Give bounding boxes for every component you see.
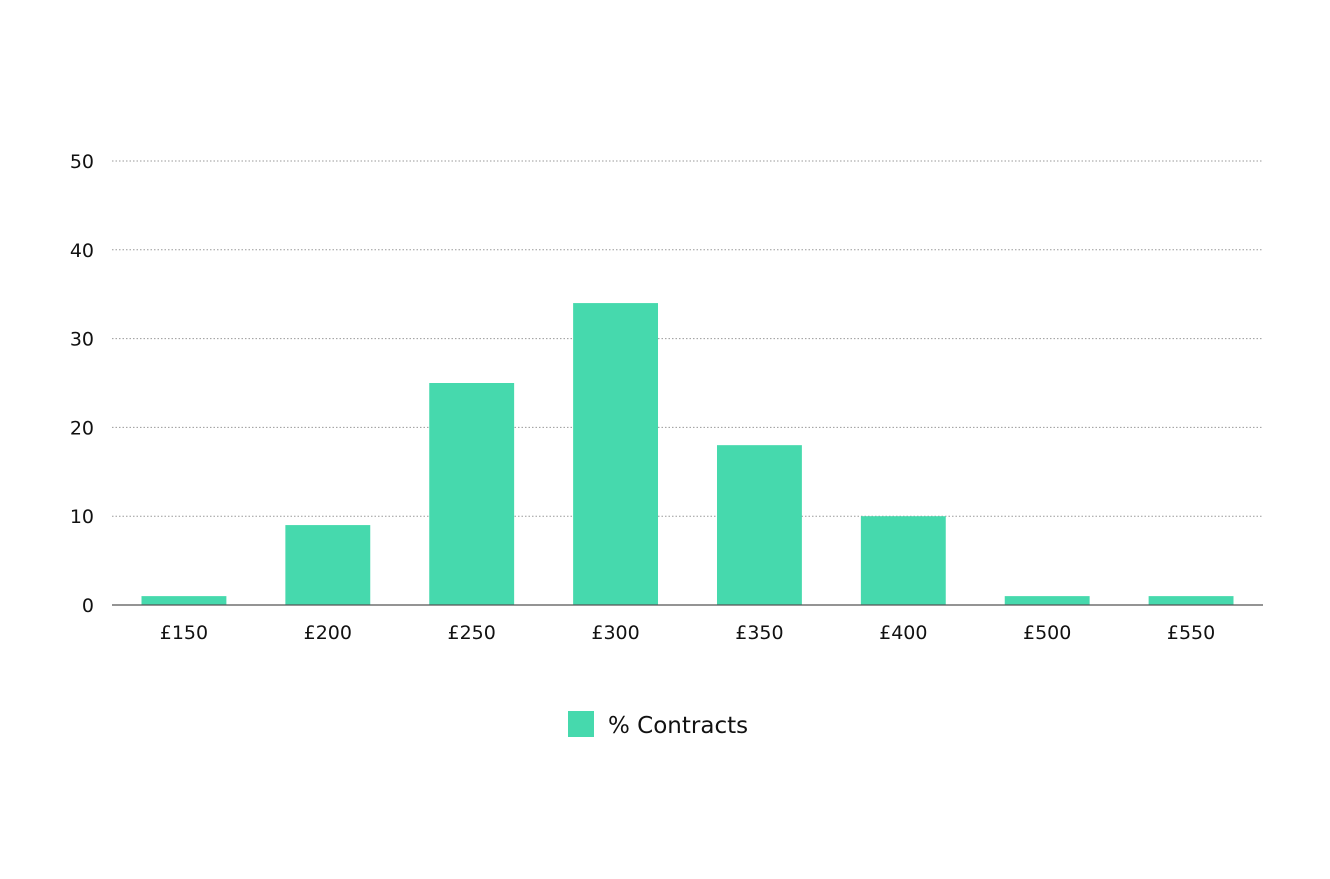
x-axis-ticks: £150 £200 £250 £300 £350 £400 £500 £550 [160, 622, 1215, 644]
x-tick-label: £350 [735, 622, 783, 644]
bar-5[interactable] [860, 516, 946, 605]
legend: % Contracts [568, 711, 748, 739]
y-tick-label: 20 [70, 417, 94, 439]
x-tick-label: £200 [304, 622, 352, 644]
y-tick-label: 30 [70, 329, 94, 351]
y-tick-label: 40 [70, 240, 94, 262]
x-tick-label: £400 [879, 622, 927, 644]
bar-3[interactable] [573, 303, 659, 605]
legend-label: % Contracts [608, 713, 748, 739]
legend-swatch [568, 711, 594, 737]
x-tick-label: £150 [160, 622, 208, 644]
bar-4[interactable] [716, 445, 802, 605]
x-tick-label: £550 [1167, 622, 1215, 644]
y-axis-ticks: 0 10 20 30 40 50 [70, 151, 94, 617]
y-tick-label: 50 [70, 151, 94, 173]
bar-0[interactable] [141, 596, 227, 605]
y-tick-label: 0 [82, 595, 94, 617]
bar-2[interactable] [429, 383, 515, 605]
bar-6[interactable] [1004, 596, 1090, 605]
x-tick-label: £250 [448, 622, 496, 644]
bar-7[interactable] [1148, 596, 1234, 605]
gridlines [112, 160, 1263, 517]
x-tick-label: £300 [591, 622, 639, 644]
bars [141, 303, 1234, 605]
x-tick-label: £500 [1023, 622, 1071, 644]
bar-1[interactable] [285, 525, 371, 605]
y-tick-label: 10 [70, 506, 94, 528]
